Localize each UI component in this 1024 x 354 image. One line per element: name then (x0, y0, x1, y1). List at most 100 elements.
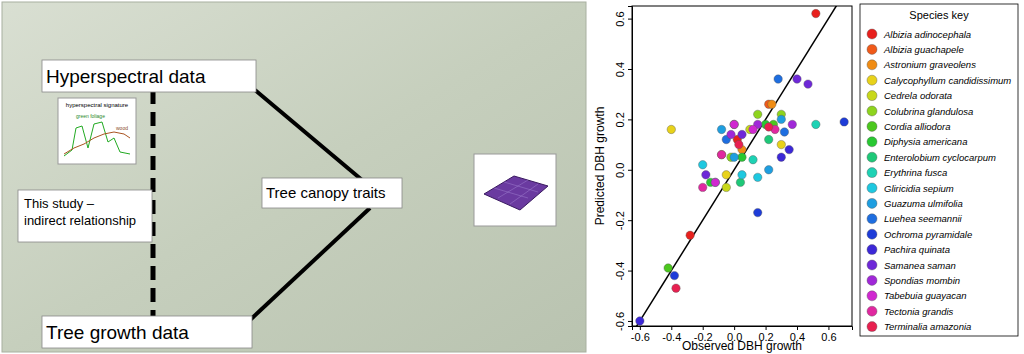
x-tick-mark (671, 326, 672, 330)
point (749, 156, 757, 164)
diagram-panel: Hyperspectral dataTree canopy traitsTree… (2, 2, 586, 352)
point (777, 140, 785, 148)
x-tick-mark (734, 326, 735, 330)
point (777, 115, 785, 123)
connector-line (255, 90, 362, 180)
x-tick: -0.4 (662, 326, 681, 343)
x-tick: 0.6 (821, 326, 836, 343)
plot-area (632, 6, 852, 326)
y-tick-label: 0.0 (614, 163, 626, 178)
y-tick-label: 0.6 (614, 11, 626, 26)
legend-label: Albizia adinocephala (883, 29, 971, 40)
point (812, 120, 820, 128)
inset-text: wood (116, 125, 128, 131)
legend-label: Enterolobium cyclocarpum (884, 152, 996, 163)
point (717, 125, 725, 133)
legend-label: Diphysia americana (884, 136, 967, 147)
y-tick: 0.6 (614, 11, 632, 26)
legend-label: Guazuma ulmifolia (884, 198, 963, 209)
y-tick-mark (628, 271, 632, 272)
surface-inset (474, 154, 556, 226)
point (686, 231, 694, 239)
spectral-inset: hyperspectral signaturegreen foliagewood (58, 98, 136, 164)
x-axis-title: Observed DBH growth (682, 339, 802, 353)
legend-label: Tabebuia guayacan (884, 290, 967, 301)
node-box (42, 316, 252, 348)
legend: Species keyAlbizia adinocephalaAlbizia g… (860, 4, 1018, 336)
x-tick-label: 0.6 (821, 331, 836, 343)
legend-swatch (867, 60, 877, 70)
point (670, 271, 678, 279)
legend-title: Species key (909, 9, 969, 21)
legend-label: Colubrina glandulosa (884, 106, 973, 117)
point (672, 284, 680, 292)
note-box (18, 190, 152, 242)
y-tick: -0.6 (614, 312, 632, 331)
surface-grid (494, 180, 538, 204)
point (699, 161, 707, 169)
legend-swatch (867, 44, 877, 54)
legend-swatch (867, 275, 877, 285)
legend-swatch (867, 152, 877, 162)
y-tick: 0.4 (614, 62, 632, 77)
legend-label: Erythrina fusca (884, 167, 947, 178)
legend-swatch (867, 91, 877, 101)
y-tick-label: -0.2 (614, 211, 626, 230)
legend-swatch (867, 229, 877, 239)
point (765, 166, 773, 174)
point (765, 123, 773, 131)
x-tick-label: -0.4 (662, 331, 681, 343)
point (788, 120, 796, 128)
legend-label: Terminalia amazonia (884, 321, 971, 332)
point (754, 110, 762, 118)
diagram-background (2, 2, 586, 352)
point (699, 183, 707, 191)
legend-swatch (867, 29, 877, 39)
legend-swatch (867, 291, 877, 301)
legend-label: Ochroma pyramidale (884, 229, 972, 240)
x-tick-mark (640, 326, 641, 330)
y-tick: 0.0 (614, 163, 632, 178)
point (774, 75, 782, 83)
point (804, 80, 812, 88)
connector-line (250, 208, 370, 320)
point (730, 120, 738, 128)
inset-curve (64, 122, 130, 156)
point (738, 130, 746, 138)
note-text: indirect relationship (24, 213, 136, 228)
inset-frame (58, 98, 136, 164)
y-tick-mark (628, 220, 632, 221)
inset-title: hyperspectral signature (66, 102, 129, 108)
x-tick: -0.6 (631, 326, 650, 343)
point (730, 120, 738, 128)
node-box (262, 178, 402, 208)
x-tick-mark (703, 326, 704, 330)
inset-frame (474, 154, 556, 226)
node-label: Tree growth data (46, 322, 189, 343)
point (702, 171, 710, 179)
x-tick-mark (797, 326, 798, 330)
point (636, 317, 644, 325)
point (711, 178, 719, 186)
legend-label: Pachira quinata (884, 244, 950, 255)
point (738, 171, 746, 179)
legend-swatch (867, 137, 877, 147)
point (730, 153, 738, 161)
y-tick-label: -0.4 (614, 262, 626, 281)
y-tick-mark (628, 69, 632, 70)
legend-swatch (867, 198, 877, 208)
plot-frame (632, 6, 852, 326)
node-box (42, 60, 256, 92)
canvas: Hyperspectral dataTree canopy traitsTree… (0, 0, 1024, 354)
point (722, 171, 730, 179)
point (765, 135, 773, 143)
node-label: Hyperspectral data (46, 66, 206, 87)
point (722, 183, 730, 191)
legend-label: Luehea seemannii (884, 213, 963, 224)
legend-swatch (867, 260, 877, 270)
point (840, 118, 848, 126)
point (754, 208, 762, 216)
legend-swatch (867, 121, 877, 131)
y-tick-label: 0.4 (614, 62, 626, 77)
y-tick: -0.2 (614, 211, 632, 230)
